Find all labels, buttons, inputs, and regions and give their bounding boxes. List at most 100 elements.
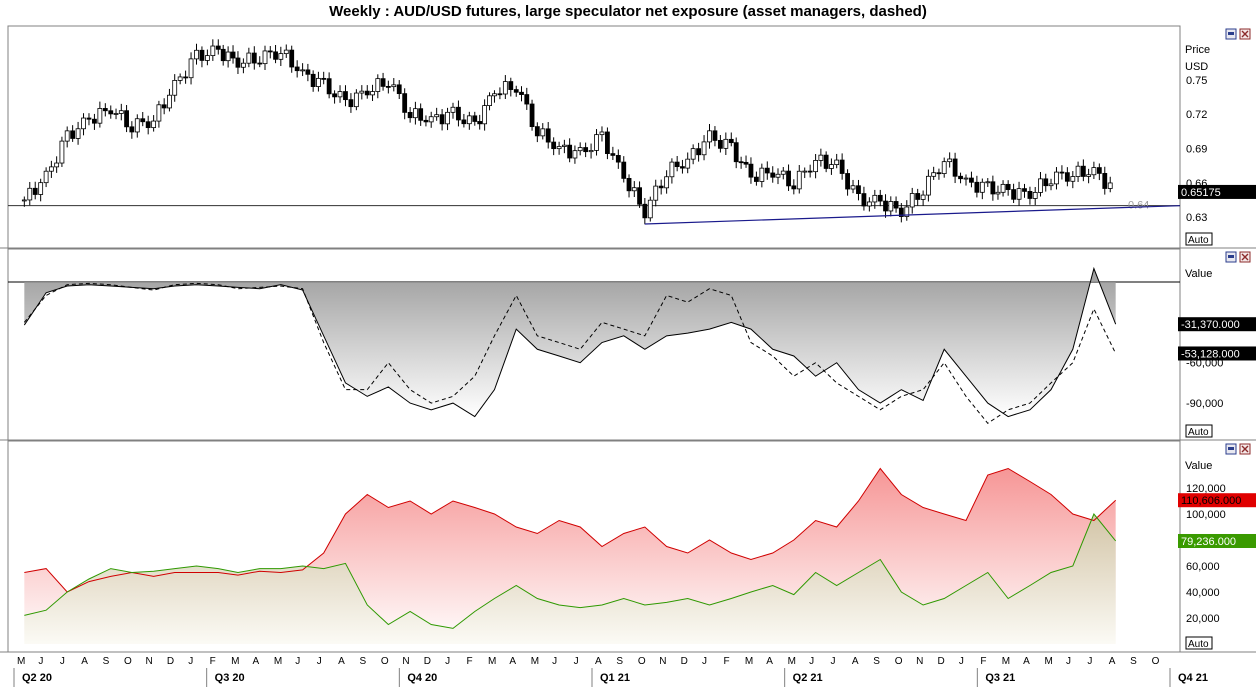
candle-body [712, 130, 718, 141]
candle-body [658, 185, 664, 189]
restore-icon[interactable] [1225, 251, 1237, 263]
candle-body [941, 161, 947, 174]
month-tick-label: O [124, 656, 132, 667]
candle-body [1048, 183, 1054, 187]
candle-body [54, 162, 60, 168]
candle-body [615, 155, 621, 163]
month-tick-label: A [509, 656, 516, 667]
restore-icon[interactable] [1225, 28, 1237, 40]
candle-body [733, 142, 739, 163]
auto-scale-button[interactable]: Auto [1185, 424, 1213, 438]
last-price-value: 0.65175 [1181, 187, 1221, 199]
month-tick-label: D [424, 656, 431, 667]
auto-scale-button[interactable]: Auto [1185, 232, 1213, 246]
candle-body [32, 187, 38, 195]
candle-body [156, 104, 162, 122]
candle-body [883, 200, 888, 212]
candle-body [626, 177, 632, 192]
candle-body [1043, 178, 1049, 187]
candle-body [1016, 188, 1022, 200]
long-value-tag [1178, 533, 1256, 548]
close-icon[interactable] [1239, 251, 1251, 263]
candle-body [610, 153, 616, 156]
candle-body [513, 89, 519, 93]
month-tick-label: N [916, 656, 923, 667]
month-tick-label: S [873, 656, 880, 667]
month-tick-label: J [552, 656, 557, 667]
candle-body [161, 104, 167, 109]
quarter-label: Q1 21 [600, 672, 630, 684]
candle-body [38, 182, 44, 195]
month-tick-label: M [788, 656, 796, 667]
short-line [24, 467, 1117, 593]
candle-body [829, 164, 834, 169]
quarter-label: Q4 21 [1178, 672, 1208, 684]
candle-body [866, 201, 872, 207]
restore-icon[interactable] [1225, 443, 1237, 455]
net-axis-name: Value [1185, 268, 1212, 280]
month-tick-label: J [317, 656, 322, 667]
month-tick-label: M [17, 656, 25, 667]
candle-body [534, 126, 540, 137]
candle-body [450, 106, 456, 113]
candle-body [418, 108, 424, 121]
candle-body [262, 50, 268, 65]
candle-body [145, 121, 151, 129]
candle-body [995, 191, 1001, 195]
candle-body [380, 78, 386, 87]
candle-body [257, 62, 263, 65]
candle-body [423, 119, 429, 123]
month-tick-label: A [81, 656, 88, 667]
candle-body [958, 175, 963, 180]
candle-body [364, 90, 370, 96]
candle-body [337, 91, 343, 98]
candle-body [1091, 167, 1097, 176]
candle-body [952, 158, 958, 177]
net-value-label: -53,128.000 [1181, 348, 1240, 360]
month-tick-label: F [723, 656, 729, 667]
candle-body [482, 105, 488, 125]
month-tick-label: M [531, 656, 539, 667]
candle-body [759, 167, 765, 182]
month-tick-label: D [681, 656, 688, 667]
candle-body [1107, 182, 1113, 189]
month-tick-label: J [702, 656, 707, 667]
candle-body [310, 73, 316, 87]
close-icon[interactable] [1239, 28, 1251, 40]
candle-body [129, 126, 135, 133]
candle-body [925, 175, 931, 196]
candle-body [605, 131, 610, 154]
candle-body [461, 119, 467, 125]
quarter-label: Q3 21 [985, 672, 1015, 684]
candle-body [969, 177, 974, 183]
candle-body [167, 94, 172, 109]
month-tick-label: J [574, 656, 579, 667]
asset-managers-line [23, 282, 1117, 424]
candle-body [1038, 178, 1043, 193]
candle-body [48, 166, 54, 172]
candle-body [43, 170, 49, 184]
candle-body [1032, 192, 1038, 199]
candle-body [445, 111, 450, 125]
candle-body [834, 159, 840, 165]
candle-body [909, 193, 915, 208]
candle-body [199, 49, 205, 61]
large-speculators-line [23, 266, 1117, 418]
auto-scale-button[interactable]: Auto [1185, 636, 1213, 650]
month-tick-label: J [295, 656, 300, 667]
auto-label: Auto [1188, 235, 1209, 246]
month-tick-label: F [980, 656, 986, 667]
candle-body [572, 150, 578, 159]
candle-body [888, 201, 894, 212]
candle-body [140, 118, 146, 123]
month-tick-label: J [959, 656, 964, 667]
month-tick-label: M [274, 656, 282, 667]
ls-tick-label: 40,000 [1186, 587, 1220, 599]
month-tick-label: J [188, 656, 193, 667]
candle-body [353, 92, 359, 108]
close-icon[interactable] [1239, 443, 1251, 455]
candle-body [664, 176, 670, 189]
candle-body [791, 185, 797, 190]
auto-label: Auto [1188, 639, 1209, 650]
